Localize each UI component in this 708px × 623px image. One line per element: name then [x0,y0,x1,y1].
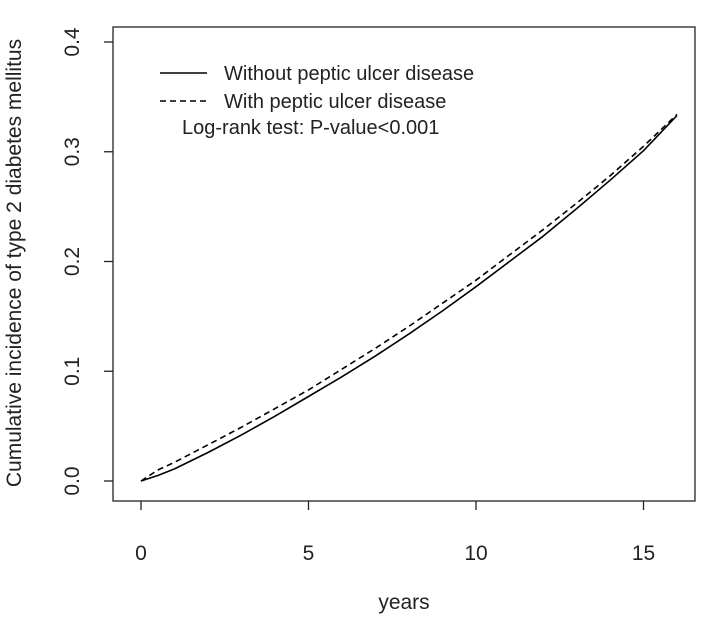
x-axis-title: years [378,591,429,614]
series-line-0 [140,114,678,482]
y-axis-title: Cumulative incidence of type 2 diabetes … [3,39,26,487]
x-axis: 0 5 10 15 [135,501,655,565]
x-tick-label-2: 10 [464,542,487,565]
legend-label-without-pud: Without peptic ulcer disease [224,63,474,85]
series-line-1 [140,113,678,482]
y-tick-label-1: 0.1 [61,357,84,386]
y-tick-label-2: 0.2 [61,247,84,276]
x-tick-label-1: 5 [303,542,315,565]
series-layer [140,113,678,482]
y-tick-label-4: 0.4 [61,27,84,57]
legend-label-with-pud: With peptic ulcer disease [224,91,446,113]
log-rank-annotation: Log-rank test: P-value<0.001 [182,117,439,139]
y-axis: 0.0 0.1 0.2 0.3 0.4 [61,27,113,496]
x-tick-label-3: 15 [632,542,655,565]
legend: Without peptic ulcer disease With peptic… [160,63,474,139]
y-tick-label-0: 0.0 [61,466,84,495]
x-tick-label-0: 0 [135,542,147,565]
plot-frame [112,26,696,502]
y-tick-label-3: 0.3 [61,137,84,166]
